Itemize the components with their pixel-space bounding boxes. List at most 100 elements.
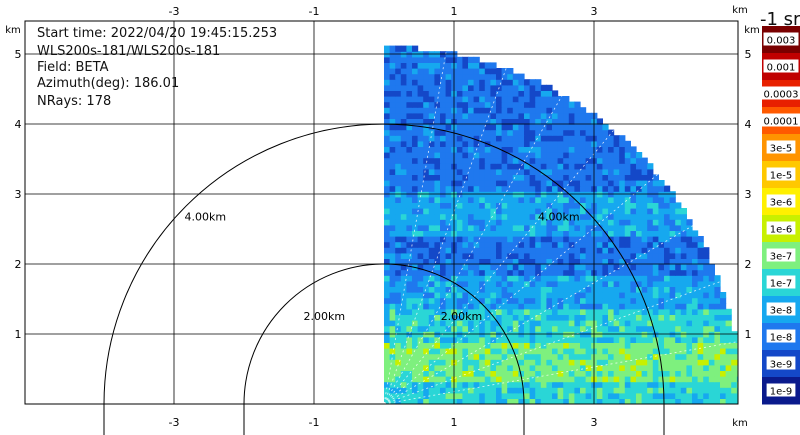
field-cell <box>686 387 693 394</box>
field-cell <box>540 348 547 355</box>
field-cell <box>647 336 654 343</box>
field-cell <box>563 101 570 108</box>
field-cell <box>384 79 391 86</box>
field-cell <box>423 68 430 75</box>
field-cell <box>552 180 559 187</box>
field-cell <box>507 79 514 86</box>
field-cell <box>641 364 648 371</box>
field-cell <box>468 398 475 404</box>
field-cell <box>518 124 525 131</box>
field-cell <box>440 297 447 304</box>
field-cell <box>540 308 547 315</box>
field-cell <box>608 387 615 394</box>
colorbar-label-bg <box>760 113 800 127</box>
field-cell <box>568 247 575 254</box>
field-cell <box>445 107 452 114</box>
field-cell <box>669 392 676 399</box>
field-cell <box>417 353 424 360</box>
field-cell <box>412 348 419 355</box>
field-cell <box>490 124 497 131</box>
field-cell <box>568 135 575 142</box>
field-cell <box>680 275 687 282</box>
field-cell <box>462 202 469 209</box>
field-cell <box>574 275 581 282</box>
field-cell <box>496 219 503 226</box>
field-cell <box>501 381 508 388</box>
field-cell <box>658 387 665 394</box>
field-cell <box>568 364 575 371</box>
field-cell <box>608 258 615 265</box>
field-cell <box>479 62 486 69</box>
field-cell <box>669 280 676 287</box>
field-cell <box>512 202 519 209</box>
field-cell <box>395 79 402 86</box>
field-cell <box>697 252 704 259</box>
y-tick-label-right: 3 <box>745 188 752 201</box>
field-cell <box>563 174 570 181</box>
field-cell <box>395 364 402 371</box>
field-cell <box>479 387 486 394</box>
field-cell <box>552 146 559 153</box>
field-cell <box>703 364 710 371</box>
field-cell <box>608 224 615 231</box>
field-cell <box>395 236 402 243</box>
field-cell <box>479 96 486 103</box>
field-cell <box>720 376 727 383</box>
field-cell <box>384 208 391 215</box>
field-cell <box>445 308 452 315</box>
field-cell <box>412 224 419 231</box>
field-cell <box>535 336 542 343</box>
field-cell <box>680 269 687 276</box>
field-cell <box>714 364 721 371</box>
field-cell <box>585 241 592 248</box>
field-cell <box>423 236 430 243</box>
field-cell <box>540 269 547 276</box>
field-cell <box>714 370 721 377</box>
x-tick-label-bottom: 3 <box>591 416 598 429</box>
field-cell <box>596 348 603 355</box>
field-cell <box>423 275 430 282</box>
field-cell <box>462 219 469 226</box>
field-cell <box>574 180 581 187</box>
field-cell <box>535 230 542 237</box>
field-cell <box>585 140 592 147</box>
field-cell <box>529 320 536 327</box>
field-cell <box>417 381 424 388</box>
field-cell <box>501 376 508 383</box>
field-cell <box>384 230 391 237</box>
field-cell <box>535 297 542 304</box>
field-cell <box>697 236 704 243</box>
field-cell <box>389 79 396 86</box>
field-cell <box>507 196 514 203</box>
field-cell <box>389 353 396 360</box>
field-cell <box>484 146 491 153</box>
field-cell <box>697 325 704 332</box>
field-cell <box>490 196 497 203</box>
field-cell <box>434 303 441 310</box>
field-cell <box>658 353 665 360</box>
field-cell <box>692 342 699 349</box>
field-cell <box>507 387 514 394</box>
field-cell <box>675 275 682 282</box>
field-cell <box>568 196 575 203</box>
field-cell <box>389 292 396 299</box>
field-cell <box>479 353 486 360</box>
field-cell <box>630 370 637 377</box>
field-cell <box>680 308 687 315</box>
field-cell <box>524 292 531 299</box>
field-cell <box>479 364 486 371</box>
field-cell <box>624 376 631 383</box>
field-cell <box>518 196 525 203</box>
field-cell <box>580 376 587 383</box>
field-cell <box>423 381 430 388</box>
field-cell <box>608 129 615 136</box>
field-cell <box>613 292 620 299</box>
field-cell <box>568 112 575 119</box>
field-cell <box>400 79 407 86</box>
field-cell <box>624 163 631 170</box>
field-cell <box>535 280 542 287</box>
field-cell <box>445 359 452 366</box>
field-cell <box>501 303 508 310</box>
field-cell <box>484 230 491 237</box>
field-cell <box>580 124 587 131</box>
